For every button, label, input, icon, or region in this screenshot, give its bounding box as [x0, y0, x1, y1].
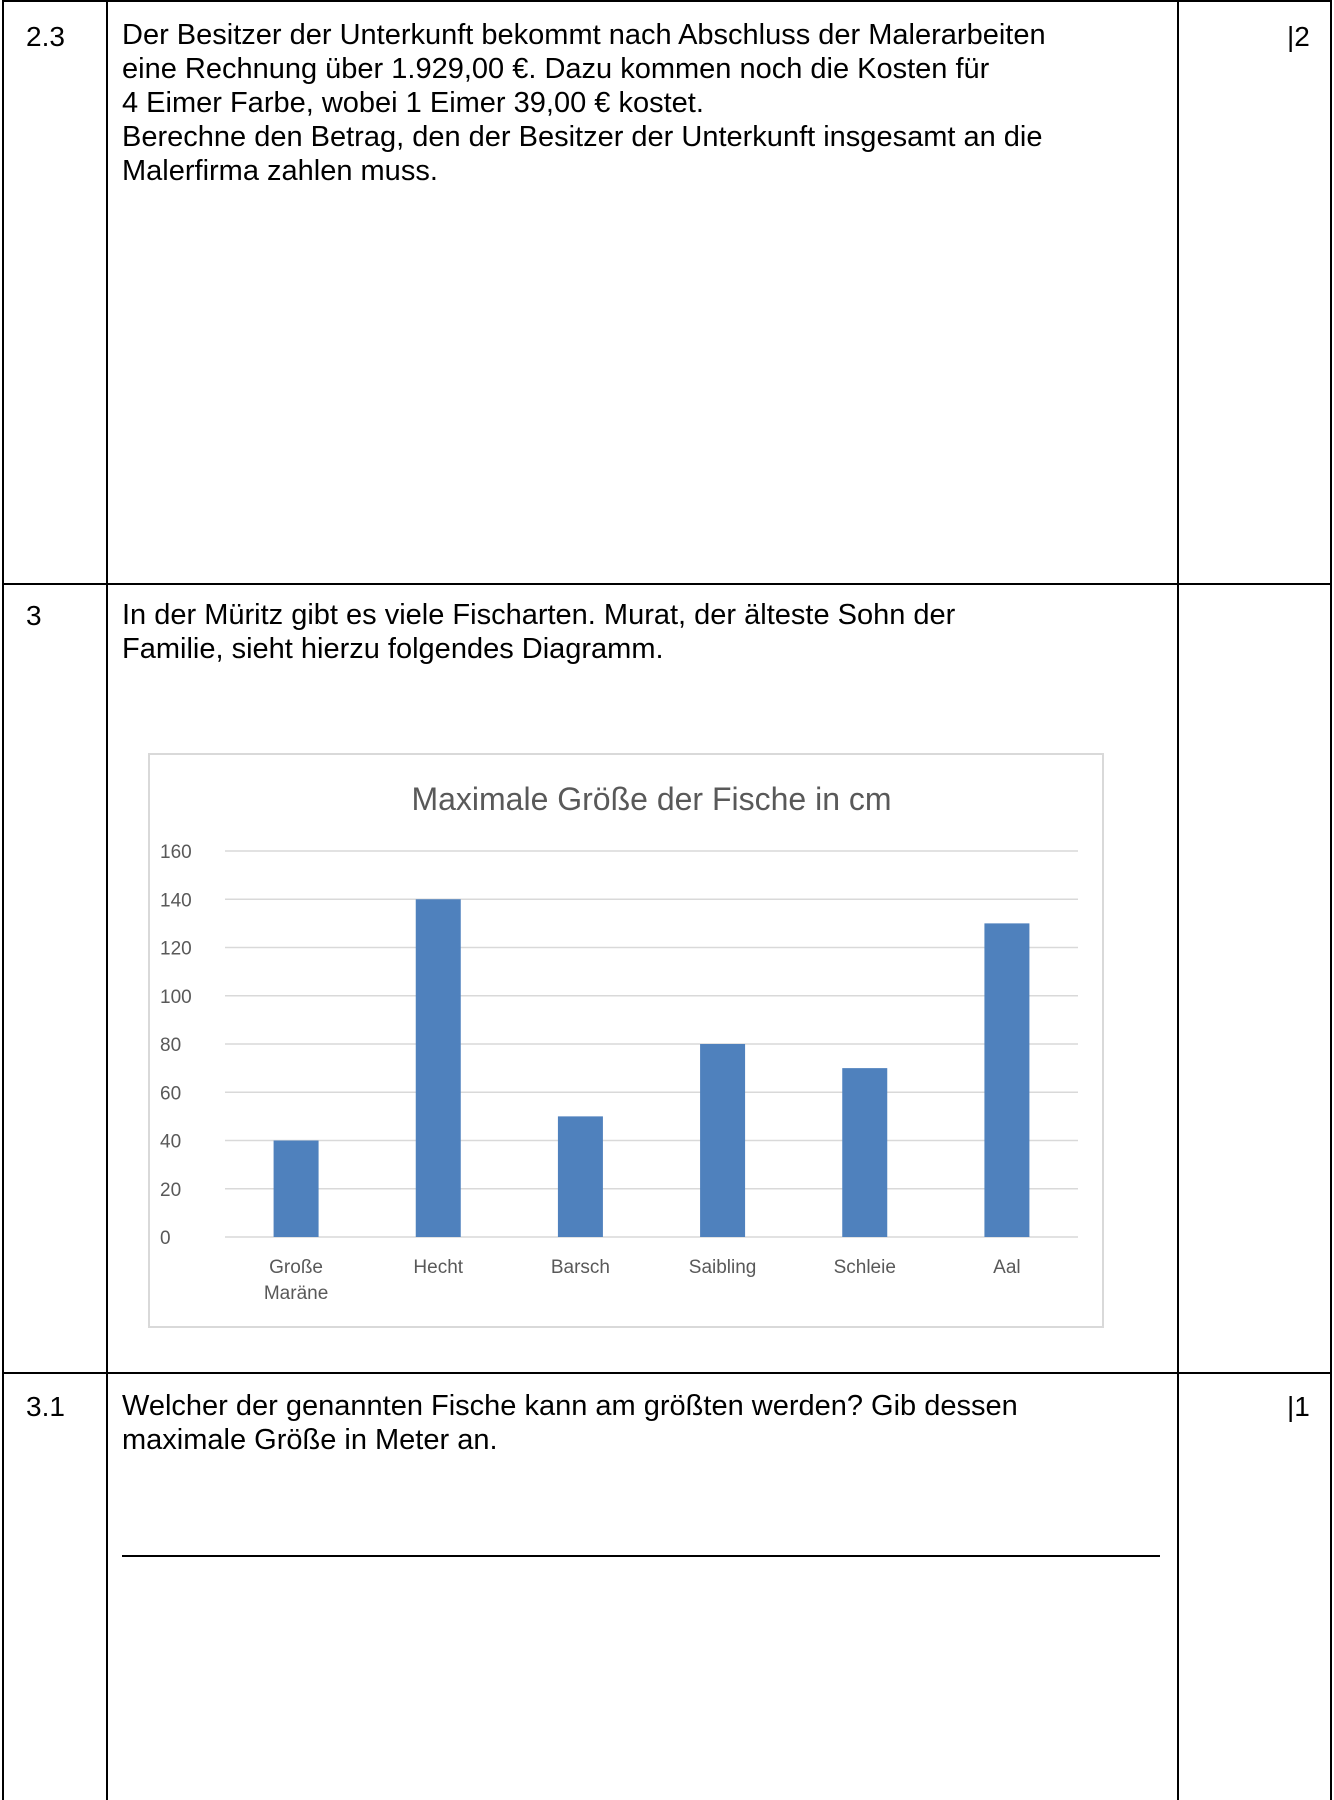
task-points: |1: [1287, 1391, 1310, 1422]
task-text: Welcher der genannten Fische kann am grö…: [122, 1390, 1018, 1456]
y-tick-label: 100: [160, 987, 192, 1008]
y-tick-label: 40: [160, 1132, 181, 1153]
task-text: In der Müritz gibt es viele Fischarten. …: [122, 599, 956, 665]
y-tick-label: 140: [160, 890, 192, 911]
task-number: 3: [26, 600, 42, 631]
table-divider-number: [106, 0, 108, 1800]
x-tick-label: Aal: [993, 1257, 1020, 1278]
task-number: 3.1: [26, 1391, 65, 1422]
row-divider-2: [2, 1372, 1332, 1374]
chart-title: Maximale Größe der Fische in cm: [411, 781, 891, 817]
x-tick-label: Saibling: [689, 1257, 757, 1278]
y-tick-label: 20: [160, 1180, 181, 1201]
y-tick-label: 0: [160, 1228, 171, 1249]
bar: [842, 1068, 888, 1237]
table-border-top: [2, 0, 1332, 2]
task-number: 2.3: [26, 21, 65, 52]
x-tick-label: Große Maräne: [264, 1257, 328, 1304]
bar: [273, 1140, 319, 1237]
bar: [984, 923, 1030, 1237]
bar-chart: Maximale Größe der Fische in cm 0 20 40 60 80…: [160, 781, 1078, 1304]
table-divider-points: [1177, 0, 1179, 1800]
bar: [700, 1044, 746, 1237]
chart-frame: Maximale Größe der Fische in cm 0 20 40 60 80…: [148, 753, 1104, 1328]
answer-line[interactable]: [122, 1555, 1160, 1557]
bar: [415, 899, 461, 1237]
y-tick-label: 160: [160, 842, 192, 863]
x-tick-label: Barsch: [551, 1257, 610, 1278]
y-tick-label: 120: [160, 939, 192, 960]
y-tick-label: 60: [160, 1083, 181, 1104]
bar: [557, 1116, 603, 1237]
task-text: Der Besitzer der Unterkunft bekommt nach…: [122, 19, 1046, 187]
x-tick-label: Hecht: [413, 1257, 463, 1278]
table-border-right: [1330, 0, 1332, 1800]
row-divider-1: [2, 583, 1332, 585]
table-border-left: [2, 0, 4, 1800]
task-points: |2: [1287, 21, 1310, 52]
y-tick-label: 80: [160, 1035, 181, 1056]
x-tick-label: Schleie: [834, 1257, 896, 1278]
